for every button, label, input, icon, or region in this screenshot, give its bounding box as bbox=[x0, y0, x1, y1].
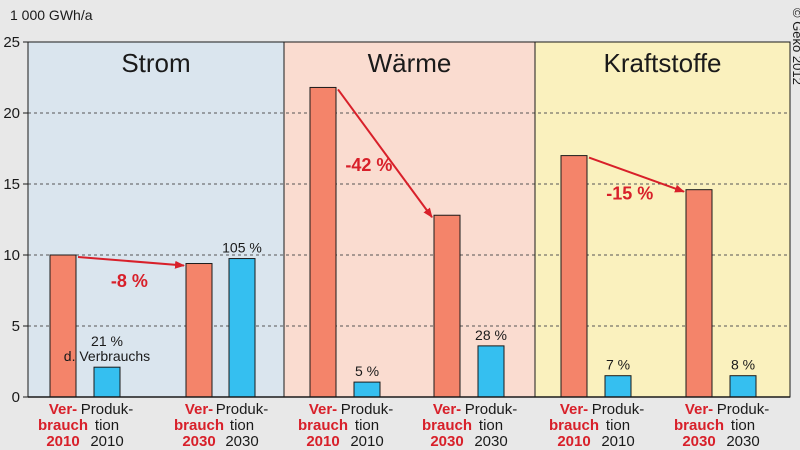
x-category-label: 2030 bbox=[682, 433, 715, 450]
x-category-label: Ver- bbox=[49, 401, 77, 418]
x-category-label: tion bbox=[95, 417, 119, 434]
x-category-label: Produk- bbox=[592, 401, 645, 418]
panel-title: Strom bbox=[121, 48, 190, 78]
x-category-label: 2010 bbox=[306, 433, 339, 450]
y-tick-label: 20 bbox=[3, 105, 20, 122]
x-category-label: tion bbox=[230, 417, 254, 434]
change-arrow bbox=[77, 256, 185, 269]
bar-produktion bbox=[729, 375, 757, 398]
data-label: 8 % bbox=[731, 357, 755, 373]
x-category-label: brauch bbox=[674, 417, 724, 434]
x-category-label: tion bbox=[355, 417, 379, 434]
x-category-label: tion bbox=[731, 417, 755, 434]
x-category-label: Produk- bbox=[717, 401, 770, 418]
x-category-label: 2010 bbox=[557, 433, 590, 450]
x-category-label: brauch bbox=[422, 417, 472, 434]
data-label: 105 % bbox=[222, 240, 262, 256]
bar-produktion bbox=[353, 381, 381, 398]
panel-title: Wärme bbox=[368, 48, 452, 78]
panel-title: Kraftstoffe bbox=[603, 48, 721, 78]
x-category-label: Ver- bbox=[560, 401, 588, 418]
bar-verbrauch bbox=[49, 254, 77, 398]
x-category-label: tion bbox=[606, 417, 630, 434]
x-category-label: brauch bbox=[174, 417, 224, 434]
x-category-label: Produk- bbox=[341, 401, 394, 418]
bar-verbrauch bbox=[433, 214, 461, 398]
x-category-label: Ver- bbox=[685, 401, 713, 418]
x-category-label: brauch bbox=[549, 417, 599, 434]
data-label: d. Verbrauchs bbox=[64, 348, 150, 364]
change-label: -42 % bbox=[345, 155, 392, 175]
bar-verbrauch bbox=[185, 263, 213, 398]
x-category-label: 2030 bbox=[182, 433, 215, 450]
x-category-label: 2030 bbox=[474, 433, 507, 450]
bar-produktion bbox=[477, 345, 505, 398]
bar-verbrauch bbox=[309, 86, 337, 398]
y-tick-label: 25 bbox=[3, 34, 20, 51]
bar-verbrauch bbox=[685, 189, 713, 398]
data-label: 7 % bbox=[606, 357, 630, 373]
x-category-label: Ver- bbox=[185, 401, 213, 418]
y-axis-unit: 1 000 GWh/a bbox=[10, 7, 93, 23]
bar-produktion bbox=[604, 375, 632, 398]
x-category-label: 2010 bbox=[90, 433, 123, 450]
x-category-label: Ver- bbox=[433, 401, 461, 418]
x-category-label: Produk- bbox=[81, 401, 134, 418]
data-label: 21 % bbox=[91, 333, 123, 349]
change-label: -15 % bbox=[606, 183, 653, 203]
data-label: 5 % bbox=[355, 363, 379, 379]
y-tick-label: 0 bbox=[12, 389, 20, 406]
data-label: 28 % bbox=[475, 327, 507, 343]
x-category-label: 2030 bbox=[430, 433, 463, 450]
bar-verbrauch bbox=[560, 155, 588, 398]
change-arrow bbox=[588, 156, 685, 193]
x-category-label: brauch bbox=[298, 417, 348, 434]
y-tick-label: 15 bbox=[3, 176, 20, 193]
x-category-label: 2010 bbox=[601, 433, 634, 450]
x-category-label: Produk- bbox=[216, 401, 269, 418]
x-category-label: 2030 bbox=[225, 433, 258, 450]
x-category-label: 2010 bbox=[46, 433, 79, 450]
x-category-label: 2030 bbox=[726, 433, 759, 450]
x-category-label: 2010 bbox=[350, 433, 383, 450]
change-label: -8 % bbox=[111, 271, 148, 291]
x-category-label: brauch bbox=[38, 417, 88, 434]
bar-produktion bbox=[228, 258, 256, 398]
copyright-notice: © Geko 2012 bbox=[790, 8, 800, 85]
y-tick-label: 10 bbox=[3, 247, 20, 264]
x-category-label: Ver- bbox=[309, 401, 337, 418]
x-category-label: tion bbox=[479, 417, 503, 434]
change-arrow bbox=[337, 88, 433, 219]
y-tick-label: 5 bbox=[12, 318, 20, 335]
x-category-label: Produk- bbox=[465, 401, 518, 418]
bar-produktion bbox=[93, 366, 121, 398]
